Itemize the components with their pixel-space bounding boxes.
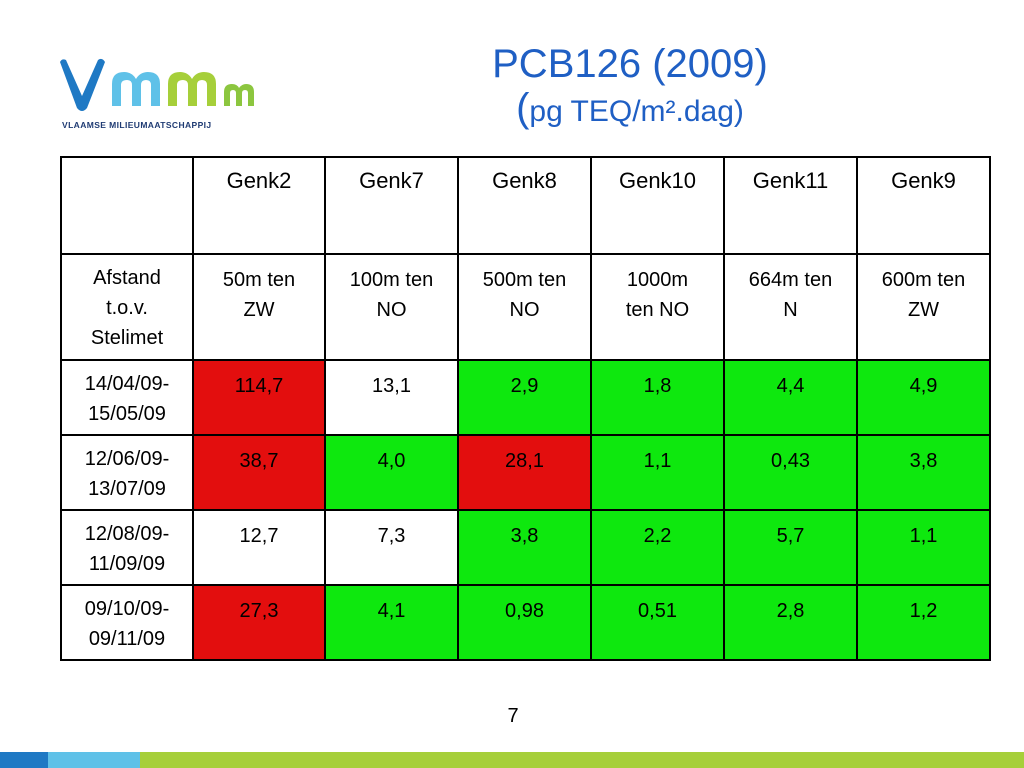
header-cell: Genk2: [192, 156, 326, 255]
value-cell: 3,8: [457, 509, 592, 586]
vmm-logo-mark: [60, 58, 254, 111]
value-cell: 0,98: [457, 584, 592, 661]
distance-cell: 1000m ten NO: [590, 253, 725, 361]
value-cell: 28,1: [457, 434, 592, 511]
value-cell: 2,2: [590, 509, 725, 586]
value-cell: 3,8: [856, 434, 991, 511]
value-cell: 114,7: [192, 359, 326, 436]
title-line-2: (pg TEQ/m².dag): [420, 88, 840, 132]
value-cell: 1,2: [856, 584, 991, 661]
distance-cell: 100m ten NO: [324, 253, 459, 361]
distance-label: Afstand t.o.v. Stelimet: [60, 253, 194, 361]
period-cell: 12/06/09- 13/07/09: [60, 434, 194, 511]
distance-cell: 50m ten ZW: [192, 253, 326, 361]
header-cell: Genk7: [324, 156, 459, 255]
title-unit: pg TEQ/m².dag): [529, 95, 744, 128]
distance-cell: 500m ten NO: [457, 253, 592, 361]
logo-tagline: VLAAMSE MILIEUMAATSCHAPPIJ: [62, 120, 212, 130]
title-paren: (: [516, 86, 530, 130]
value-cell: 1,1: [590, 434, 725, 511]
value-cell: 2,8: [723, 584, 858, 661]
value-cell: 4,4: [723, 359, 858, 436]
value-cell: 1,1: [856, 509, 991, 586]
value-cell: 1,8: [590, 359, 725, 436]
slide-title: PCB126 (2009) (pg TEQ/m².dag): [420, 40, 840, 132]
value-cell: 4,1: [324, 584, 459, 661]
value-cell: 5,7: [723, 509, 858, 586]
value-cell: 27,3: [192, 584, 326, 661]
table-row: 12/06/09- 13/07/09 38,7 4,0 28,1 1,1 0,43…: [60, 434, 991, 511]
footer-bar-green: [140, 752, 1024, 768]
header-cell: Genk9: [856, 156, 991, 255]
value-cell: 13,1: [324, 359, 459, 436]
period-cell: 14/04/09- 15/05/09: [60, 359, 194, 436]
value-cell: 4,0: [324, 434, 459, 511]
period-cell: 09/10/09- 09/11/09: [60, 584, 194, 661]
footer-bar-blue: [0, 752, 48, 768]
header-cell-empty: [60, 156, 194, 255]
table-row: 09/10/09- 09/11/09 27,3 4,1 0,98 0,51 2,8…: [60, 584, 991, 661]
header-cell: Genk8: [457, 156, 592, 255]
page-number: 7: [507, 705, 519, 727]
table-row: 14/04/09- 15/05/09 114,7 13,1 2,9 1,8 4,4…: [60, 359, 991, 436]
table-header-row: Genk2 Genk7 Genk8 Genk10 Genk11 Genk9: [60, 156, 991, 255]
value-cell: 38,7: [192, 434, 326, 511]
distance-cell: 664m ten N: [723, 253, 858, 361]
vmm-logo: VLAAMSE MILIEUMAATSCHAPPIJ: [56, 52, 256, 136]
footer-color-bar: [0, 752, 1024, 768]
period-cell: 12/08/09- 11/09/09: [60, 509, 194, 586]
value-cell: 0,51: [590, 584, 725, 661]
value-cell: 12,7: [192, 509, 326, 586]
title-line-1: PCB126 (2009): [492, 42, 768, 86]
distance-cell: 600m ten ZW: [856, 253, 991, 361]
value-cell: 0,43: [723, 434, 858, 511]
value-cell: 2,9: [457, 359, 592, 436]
footer-bar-lightblue: [48, 752, 140, 768]
header-cell: Genk10: [590, 156, 725, 255]
table-row: 12/08/09- 11/09/09 12,7 7,3 3,8 2,2 5,7 1…: [60, 509, 991, 586]
header-cell: Genk11: [723, 156, 858, 255]
pcb-table: Genk2 Genk7 Genk8 Genk10 Genk11 Genk9 Af…: [60, 156, 991, 661]
value-cell: 4,9: [856, 359, 991, 436]
distance-row: Afstand t.o.v. Stelimet 50m ten ZW 100m t…: [60, 253, 991, 361]
value-cell: 7,3: [324, 509, 459, 586]
